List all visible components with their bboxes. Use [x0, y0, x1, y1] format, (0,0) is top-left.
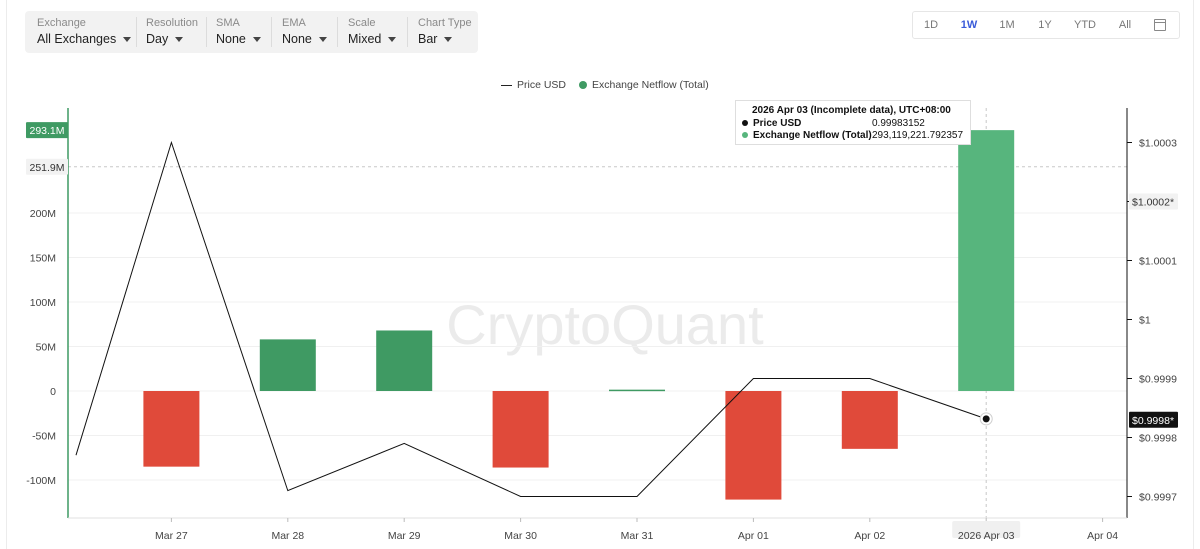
chevron-down-icon	[444, 37, 453, 43]
chevron-down-icon	[252, 37, 261, 43]
ema-value: None	[282, 32, 312, 46]
left-axis-marker-label: 293.1M	[29, 125, 64, 137]
netflow-dot-icon	[742, 132, 748, 139]
sma-label: SMA	[216, 17, 240, 29]
divider	[271, 17, 272, 47]
netflow-bar	[259, 339, 316, 391]
exchange-value: All Exchanges	[37, 32, 117, 46]
tooltip-netflow-label: Exchange Netflow (Total)	[753, 130, 872, 141]
line-swatch-icon	[501, 84, 512, 86]
right-axis-tick-label: $1	[1139, 315, 1151, 327]
range-1w-button[interactable]: 1W	[960, 19, 978, 31]
chart-type-label: Chart Type	[418, 17, 472, 29]
chart-controls-bar: Exchange All Exchanges Resolution Day SM…	[25, 11, 478, 53]
legend-item-netflow[interactable]: Exchange Netflow (Total)	[579, 79, 709, 91]
left-axis-tick-label: 100M	[30, 297, 56, 309]
netflow-bar	[143, 391, 200, 467]
scale-value: Mixed	[348, 32, 382, 46]
left-axis-tick-label: 50M	[36, 342, 56, 354]
netflow-bar	[958, 130, 1015, 392]
divider	[407, 17, 408, 47]
data-tooltip: 2026 Apr 03 (Incomplete data), UTC+08:00…	[735, 100, 971, 145]
right-axis-tick-label: $0.9998	[1139, 433, 1177, 445]
legend-item-price[interactable]: Price USD	[501, 79, 566, 91]
resolution-label: Resolution	[146, 17, 198, 29]
chart-type-value: Bar	[418, 32, 438, 46]
tooltip-netflow-row: Exchange Netflow (Total) 293,119,221.7923…	[742, 130, 963, 141]
chevron-down-icon	[318, 37, 327, 43]
chevron-down-icon	[175, 37, 184, 43]
left-axis-tick-label: 150M	[30, 253, 56, 265]
left-axis-tick-label: 0	[50, 386, 56, 398]
tooltip-netflow-value: 293,119,221.792357	[872, 130, 964, 141]
right-axis-marker	[1129, 193, 1178, 210]
right-axis-tick-label: $1.0003	[1139, 138, 1177, 150]
range-1y-button[interactable]: 1Y	[1038, 19, 1052, 31]
left-axis-tick-label: -50M	[32, 431, 56, 443]
netflow-bar	[841, 391, 898, 449]
netflow-bar	[609, 389, 665, 392]
x-axis-tick-label: Mar 30	[504, 530, 537, 542]
resolution-value: Day	[146, 32, 169, 46]
chart-panel	[6, 0, 1194, 549]
left-axis-tick-label: 200M	[30, 208, 56, 220]
x-axis-tick-label: Apr 04	[1087, 530, 1118, 542]
right-axis-tick-label: $1.0001	[1139, 256, 1177, 268]
left-axis-marker-label: 251.9M	[29, 162, 64, 174]
left-axis-marker	[26, 158, 68, 175]
tooltip-title: 2026 Apr 03 (Incomplete data), UTC+08:00	[752, 105, 951, 116]
divider	[337, 17, 338, 47]
range-1m-button[interactable]: 1M	[999, 19, 1015, 31]
tooltip-price-value: 0.99983152	[872, 118, 925, 129]
range-ytd-button[interactable]: YTD	[1074, 19, 1096, 31]
x-axis-tick-label: Mar 29	[388, 530, 421, 542]
chart-legend: Price USD Exchange Netflow (Total)	[0, 79, 1200, 93]
x-axis-tick-label: Mar 27	[155, 530, 188, 542]
x-axis-tick-label: Mar 28	[271, 530, 304, 542]
netflow-bar	[492, 391, 549, 468]
x-axis-tick-label: Mar 31	[621, 530, 654, 542]
ema-label: EMA	[282, 17, 306, 29]
left-axis-marker	[26, 122, 68, 139]
tooltip-price-row: Price USD 0.99983152	[742, 118, 925, 129]
price-hover-point	[982, 415, 990, 423]
range-1d-button[interactable]: 1D	[923, 19, 939, 31]
scale-label: Scale	[348, 17, 376, 29]
right-axis-marker-label: $1.0002*	[1132, 197, 1174, 209]
exchange-label: Exchange	[37, 17, 86, 29]
left-axis-tick-label: -100M	[26, 475, 56, 487]
x-axis-tick-label: 2026 Apr 03	[958, 530, 1015, 542]
netflow-bar	[376, 330, 433, 391]
chevron-down-icon	[388, 37, 397, 43]
time-range-selector: 1D 1W 1M 1Y YTD All	[912, 11, 1180, 39]
right-axis-marker	[1129, 411, 1178, 428]
x-axis-tick-label: Apr 02	[854, 530, 885, 542]
divider	[206, 17, 207, 47]
calendar-icon[interactable]	[1154, 19, 1166, 31]
price-line	[75, 140, 987, 497]
range-all-button[interactable]: All	[1118, 19, 1132, 31]
watermark: CryptoQuant	[446, 293, 764, 356]
legend-netflow-label: Exchange Netflow (Total)	[592, 79, 709, 91]
right-axis-tick-label: $0.9997	[1139, 492, 1177, 504]
x-axis-tick-label: Apr 01	[738, 530, 769, 542]
tooltip-price-label: Price USD	[753, 118, 802, 129]
chevron-down-icon	[123, 37, 132, 43]
netflow-bar	[725, 391, 782, 500]
dot-swatch-icon	[579, 81, 587, 90]
sma-value: None	[216, 32, 246, 46]
right-axis-marker-label: $0.9998*	[1132, 415, 1174, 427]
legend-price-label: Price USD	[517, 79, 567, 91]
right-axis-tick-label: $0.9999	[1139, 374, 1177, 386]
price-dot-icon	[742, 120, 748, 127]
divider	[136, 17, 137, 47]
x-crosshair-label-bg	[952, 521, 1021, 538]
